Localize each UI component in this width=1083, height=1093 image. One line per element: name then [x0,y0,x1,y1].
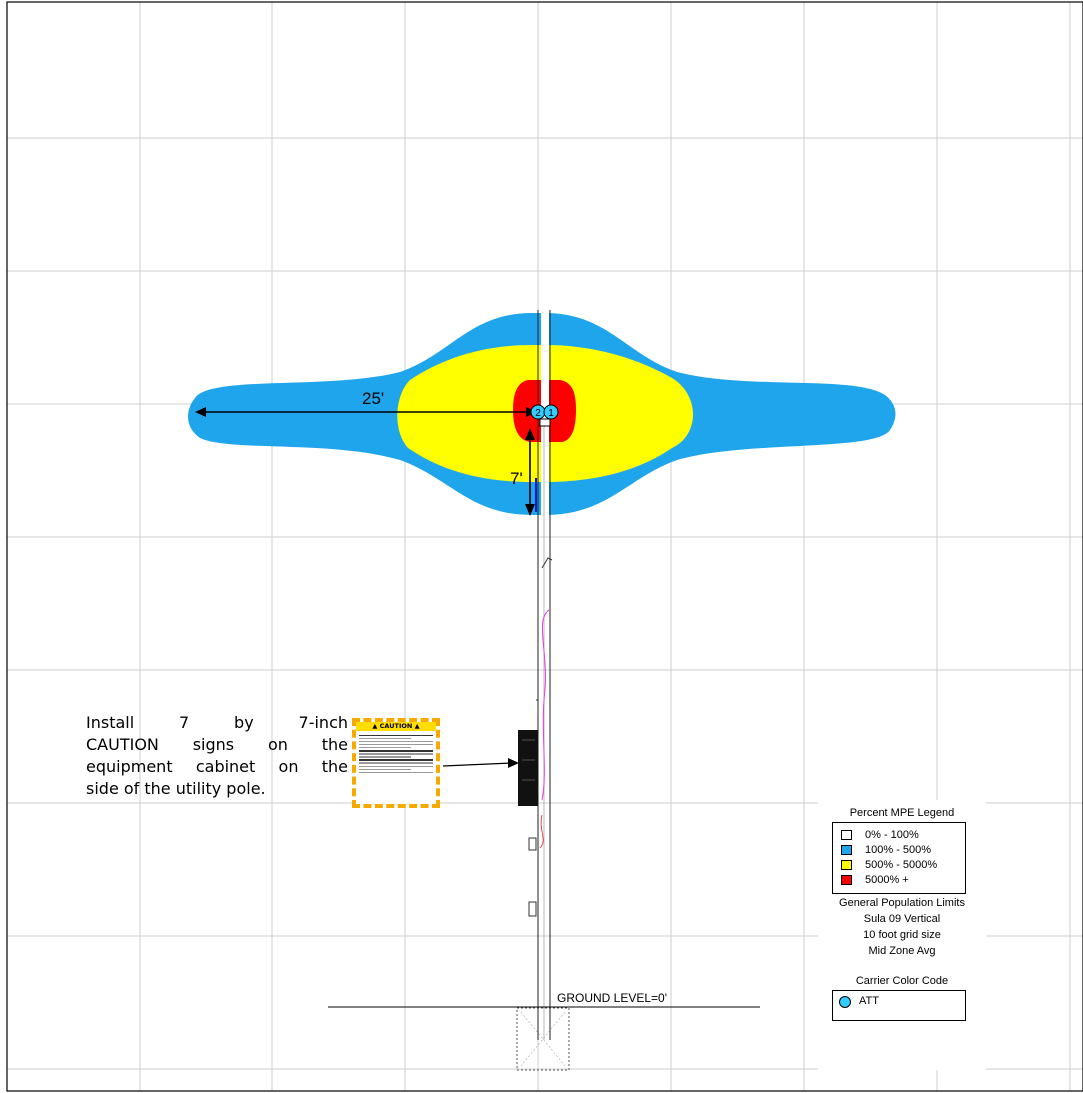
install-instructions: Install 7 by 7-inch CAUTION signs on the… [86,712,348,800]
carrier-att-label: ATT [859,995,879,1007]
instruction-line-4: side of the utility pole. [86,779,266,798]
antenna-2-label: 2 [535,408,541,419]
dimension-horizontal: 25' [195,389,537,417]
equipment-cabinet [518,730,538,806]
legend-item: 100% - 500% [833,843,965,858]
legend-title: Percent MPE Legend [849,807,955,819]
dimension-vertical: 7' [510,428,535,516]
carrier-color-title: Carrier Color Code [855,975,949,987]
legend-note-zone: Mid Zone Avg [868,945,936,957]
dimension-vertical-label: 7' [510,469,523,488]
instruction-line-3: equipment cabinet on the [86,757,348,776]
legend-item-label: 5000% + [865,874,909,886]
legend-item: 0% - 100% [833,828,965,843]
legend-note-grid: 10 foot grid size [863,929,941,941]
caution-sign: ▲ CAUTION ▲ [352,718,440,808]
legend-swatch-red [841,875,852,885]
legend-item-label: 500% - 5000% [865,859,938,871]
instruction-line-1: Install 7 by 7-inch [86,713,348,732]
legend-item-label: 0% - 100% [865,829,919,841]
sign-pointer-arrow [442,758,519,768]
frame [6,1,1083,1092]
caution-sign-header: ▲ CAUTION ▲ [356,722,436,731]
legend-note-limits: General Population Limits [839,897,965,909]
legend-note-antenna: Sula 09 Vertical [863,913,941,925]
carrier-att-icon [839,996,851,1008]
legend-item: 500% - 5000% [833,858,965,873]
dimension-horizontal-label: 25' [362,389,384,408]
antenna-1-label: 1 [548,408,554,419]
instruction-line-2: CAUTION signs on the [86,735,348,754]
antenna-group: 2 1 [530,404,559,420]
utility-pole [516,310,570,1071]
carrier-color-box: ATT [832,990,966,1021]
pole-foundation [516,1007,570,1071]
legend-item-label: 100% - 500% [865,844,932,856]
legend-swatch-yellow [841,860,852,870]
caution-sign-body [356,731,436,777]
antenna-1-icon [543,404,559,420]
legend-swatch-blue [841,845,852,855]
legend-list: 0% - 100% 100% - 500% 500% - 5000% 5000%… [832,822,966,894]
legend-item: 5000% + [833,873,965,888]
legend-swatch-white [841,830,852,840]
ground-level-label: GROUND LEVEL=0' [557,991,667,1005]
